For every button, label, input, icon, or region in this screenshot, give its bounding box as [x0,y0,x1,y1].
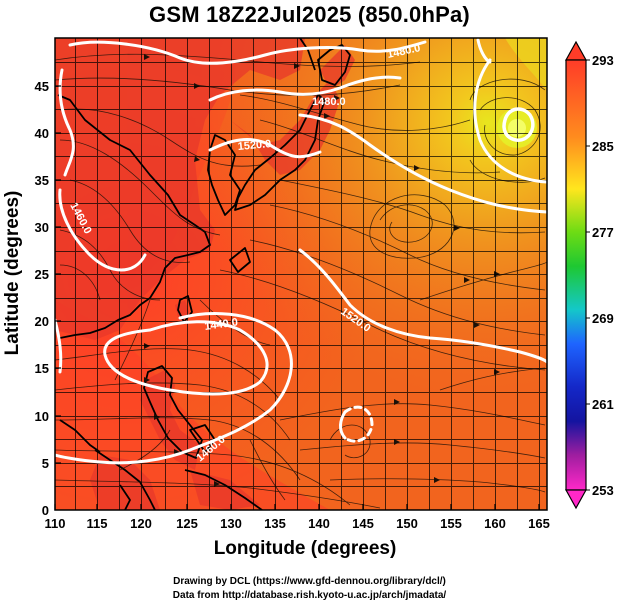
x-tick-label: 160 [484,516,506,531]
colorbar-top-arrow [564,40,588,61]
y-tick-label: 45 [35,79,49,94]
x-tick-labels: 110 115 120 125 130 135 140 145 150 155 … [45,516,550,531]
x-tick-label: 155 [440,516,462,531]
map-title: GSM 18Z22Jul2025 (850.0hPa) [149,2,470,27]
y-tick-label: 5 [42,456,49,471]
y-axis-label: Latitude (degrees) [2,190,23,356]
colorbar-label: 269 [592,311,614,326]
lat-lon-grid [55,38,547,510]
x-tick-label: 135 [264,516,286,531]
y-tick-label: 35 [35,173,49,188]
y-tick-label: 10 [35,409,49,424]
colorbar-scale [565,59,587,491]
y-tick-label: 40 [35,126,49,141]
x-tick-label: 115 [87,516,108,531]
x-tick-label: 150 [396,516,418,531]
y-tick-label: 0 [42,503,49,518]
y-tick-label: 20 [35,314,49,329]
x-tick-label: 110 [45,516,66,531]
height-contours [55,38,547,465]
x-tick-label: 130 [220,516,242,531]
x-tick-label: 120 [130,516,152,531]
colorbar-bottom-arrow [564,489,588,510]
x-tick-label: 140 [308,516,330,531]
y-tick-label: 30 [35,220,49,235]
colorbar-label: 285 [592,139,614,154]
x-tick-label: 145 [352,516,374,531]
colorbar-label: 253 [592,483,614,498]
axis-tick-marks [54,85,540,510]
credit-data-source: Data from http://database.rish.kyoto-u.a… [172,590,447,601]
x-axis-label: Longitude (degrees) [213,538,397,559]
contour-label: 1520.0 [237,138,272,153]
colorbar-label: 277 [592,225,614,240]
contour-1480-north [68,40,427,65]
y-tick-labels: 0 5 10 15 20 25 30 35 40 45 [35,79,49,518]
colorbar-label: 293 [592,53,614,68]
x-tick-label: 165 [528,516,550,531]
credit-drawing: Drawing by DCL (https://www.gfd-dennou.o… [173,576,446,587]
y-tick-label: 15 [35,361,49,376]
contour-label: 1440.0 [204,316,239,333]
y-tick-label: 25 [35,267,49,282]
contour-label: 1480.0 [312,96,346,108]
colorbar: 293 285 277 269 261 253 [564,40,614,510]
colorbar-label: 261 [592,397,614,412]
x-tick-label: 125 [176,516,198,531]
